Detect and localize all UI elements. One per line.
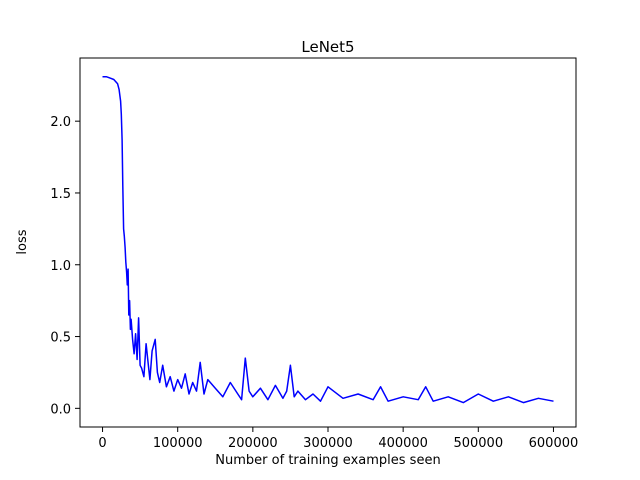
series-line-0 (102, 75, 554, 404)
x-tick-label: 400000 (378, 436, 428, 451)
x-tick-label: 100000 (153, 436, 203, 451)
y-tick-label: 0.5 (50, 331, 71, 346)
y-axis-label: loss (15, 229, 30, 254)
x-tick-label: 200000 (228, 436, 278, 451)
y-tick-label: 0.0 (50, 402, 71, 417)
y-tick-label: 1.0 (50, 259, 71, 274)
y-tick-label: 2.0 (50, 115, 71, 130)
x-tick-label: 500000 (453, 436, 503, 451)
x-axis-label: Number of training examples seen (215, 453, 440, 468)
x-tick-label: 600000 (529, 436, 579, 451)
y-tick-label: 1.5 (50, 187, 71, 202)
plot-area (102, 75, 554, 404)
x-tick-label: 0 (98, 436, 106, 451)
x-tick-label: 300000 (303, 436, 353, 451)
chart-title: LeNet5 (301, 38, 354, 56)
x-axis-ticks: 0 100000 200000 300000 400000 500000 600000 (98, 427, 578, 451)
y-axis-ticks: 0.0 0.5 1.0 1.5 2.0 (50, 115, 80, 417)
